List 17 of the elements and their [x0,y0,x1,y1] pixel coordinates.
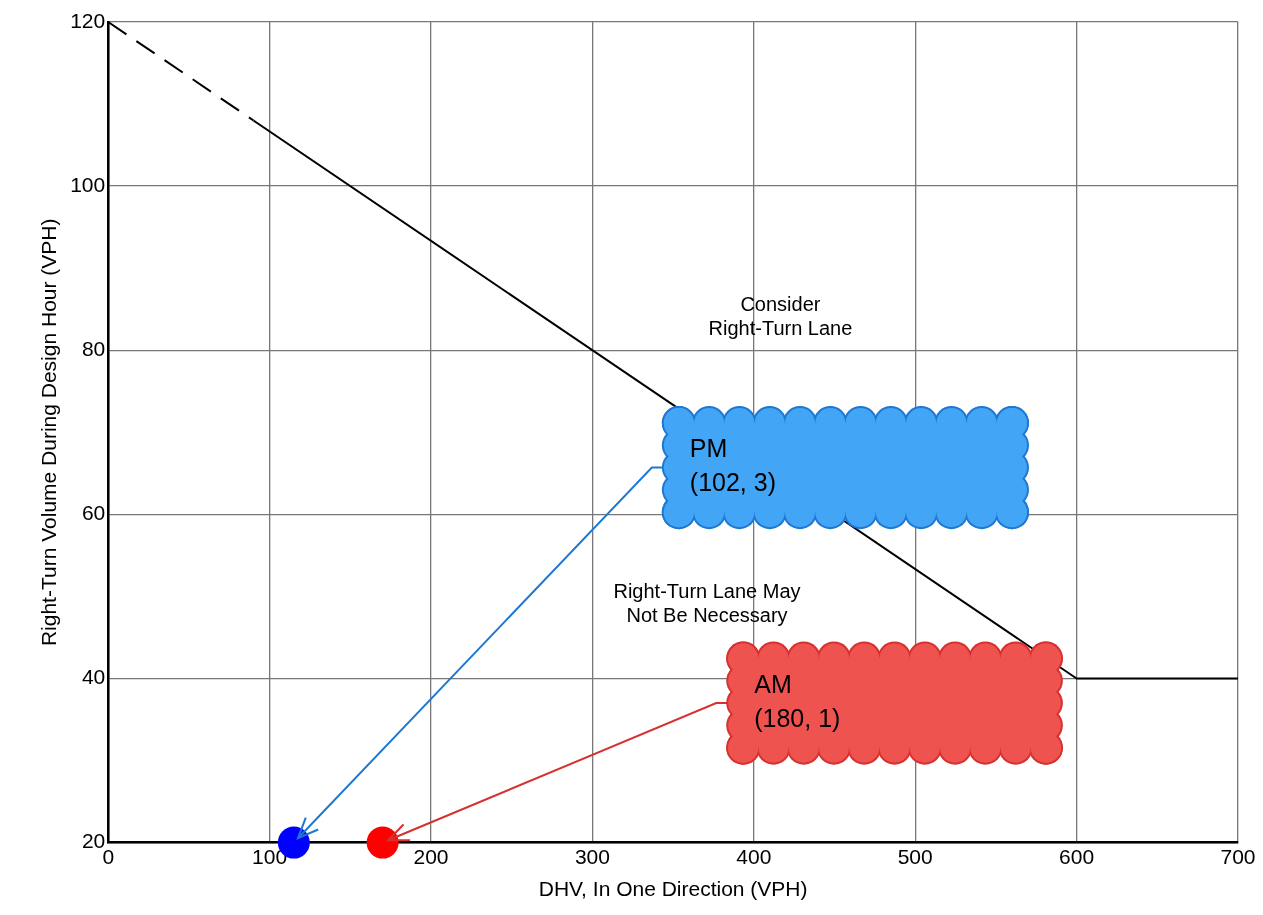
x-tick-label: 600 [1059,845,1095,868]
annotation: Right-Turn Lane May Not Be Necessary [613,580,801,627]
x-tick-label: 500 [897,845,933,868]
y-tick-label: 100 [70,172,106,196]
y-tick-label: 60 [81,501,106,525]
y-tick-label: 120 [70,8,106,32]
annotation: PM (102, 3) [689,434,776,497]
x-tick-label: 700 [1220,845,1256,868]
y-tick-label: 80 [81,337,106,361]
x-axis-title: DHV, In One Direction (VPH) [538,877,808,901]
x-tick-label: 200 [413,845,449,868]
annotation: Consider Right-Turn Lane [708,292,853,339]
x-tick-label: 400 [736,845,772,868]
x-tick-label: 300 [574,845,610,868]
annotation: AM (180, 1) [754,669,841,732]
y-axis-title: Right-Turn Volume During Design Hour (VPH) [37,218,61,647]
y-tick-label: 40 [81,665,106,689]
